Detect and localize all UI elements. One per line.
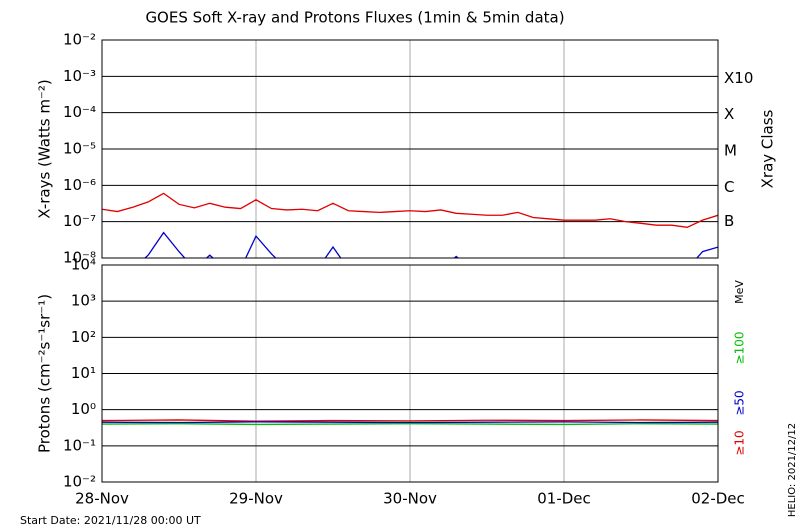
x-tick-label: 28-Nov — [75, 490, 129, 508]
series-line — [102, 423, 718, 426]
x-tick-label: 01-Dec — [537, 490, 591, 508]
y-tick-label: 10⁻⁸ — [63, 249, 96, 267]
legend-entry: ≥100 — [733, 332, 747, 365]
y-tick-label: 10⁻⁵ — [63, 140, 96, 158]
y-axis-label: X-rays (Watts m⁻²) — [36, 79, 54, 218]
series-line — [102, 419, 718, 422]
chart-title: GOES Soft X-ray and Protons Fluxes (1min… — [145, 9, 564, 27]
y-tick-label: 10⁻¹ — [63, 436, 96, 454]
class-label: M — [724, 142, 737, 160]
legend-entry: ≥50 — [733, 390, 747, 415]
class-label: C — [724, 178, 734, 196]
y-tick-label: 10² — [71, 328, 96, 346]
y-tick-label: 10⁻⁴ — [63, 103, 96, 121]
class-label: X — [724, 105, 734, 123]
credit: HELIO: 2021/12/12 — [787, 423, 798, 517]
legend-title: MeV — [733, 280, 746, 304]
x-tick-label: 29-Nov — [229, 490, 283, 508]
plot-area — [102, 419, 718, 426]
series-line — [102, 192, 718, 228]
plot-frame — [101, 39, 719, 259]
plot-area — [102, 192, 718, 258]
y-axis-label: Protons (cm⁻²s⁻¹sr⁻¹) — [36, 294, 54, 453]
y-tick-label: 10⁻³ — [63, 67, 96, 85]
y-tick-label: 10¹ — [71, 364, 96, 382]
series-line — [102, 421, 718, 424]
y-tick-label: 10⁰ — [71, 400, 96, 418]
y-tick-label: 10⁻⁶ — [63, 176, 96, 194]
y-tick-label: 10⁻² — [63, 473, 96, 491]
footer: Start Date: 2021/11/28 00:00 UT — [20, 514, 201, 527]
class-label: B — [724, 212, 734, 230]
y-tick-label: 10⁻² — [63, 31, 96, 49]
right-axis-title: Xray Class — [759, 109, 777, 188]
y-tick-label: 10⁻⁷ — [63, 212, 96, 230]
y-tick-label: 10³ — [71, 292, 96, 310]
x-tick-label: 02-Dec — [691, 490, 745, 508]
x-tick-label: 30-Nov — [383, 490, 437, 508]
class-label: X10 — [724, 69, 753, 87]
y-tick-label: 10⁴ — [71, 256, 96, 274]
plot-frame — [101, 264, 719, 483]
legend-entry: ≥10 — [733, 430, 747, 455]
